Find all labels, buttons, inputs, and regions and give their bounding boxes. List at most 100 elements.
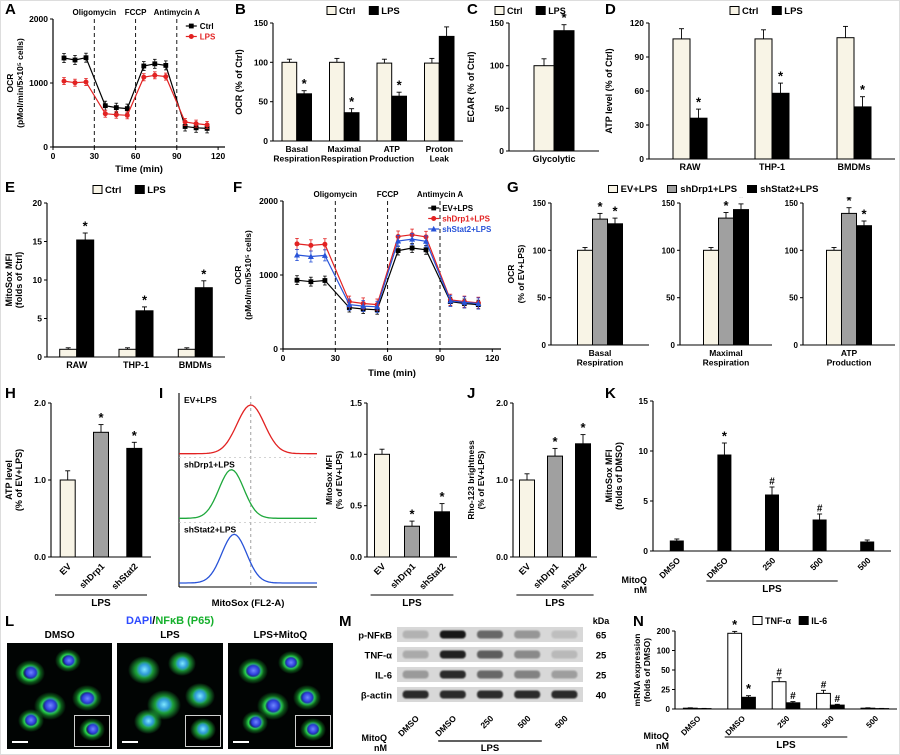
microscopy-images: DMSO LPS LPS+MitoQ bbox=[5, 630, 335, 749]
panel-letter-f: F bbox=[233, 179, 243, 196]
svg-text:β-actin: β-actin bbox=[361, 691, 392, 702]
svg-text:shDrp1+LPS: shDrp1+LPS bbox=[442, 215, 490, 224]
panel-letter-k: K bbox=[605, 385, 616, 402]
svg-text:EV+LPS: EV+LPS bbox=[184, 395, 217, 405]
ocr-timecourse-chart: 0 1000 2000 0 30 60 90 120 OCR (pMol/min/5×10⁵ ce… bbox=[5, 8, 225, 175]
svg-text:1000: 1000 bbox=[259, 270, 278, 280]
svg-text:*: * bbox=[132, 428, 138, 443]
svg-text:LPS: LPS bbox=[784, 6, 802, 17]
svg-text:#: # bbox=[769, 477, 775, 488]
panel-n: N 0 25 50 100 200 mRNA expression (folds of DM… bbox=[633, 613, 899, 754]
svg-text:THP-1: THP-1 bbox=[759, 162, 785, 172]
panel-letter-c: C bbox=[467, 1, 478, 18]
svg-text:1.5: 1.5 bbox=[350, 398, 362, 408]
svg-text:Ctrl: Ctrl bbox=[742, 6, 758, 17]
svg-text:#: # bbox=[790, 691, 796, 702]
mrna-expression-chart: 0 25 50 100 200 mRNA expression (folds of DMSO… bbox=[633, 616, 897, 751]
svg-text:0.0: 0.0 bbox=[496, 552, 508, 562]
svg-text:Ctrl: Ctrl bbox=[507, 6, 523, 16]
svg-text:OCR: OCR bbox=[507, 265, 516, 284]
svg-text:OCR: OCR bbox=[5, 74, 15, 93]
svg-text:EV: EV bbox=[58, 561, 74, 577]
svg-text:shDrp1: shDrp1 bbox=[77, 561, 106, 590]
svg-text:MitoSox (FL2-A): MitoSox (FL2-A) bbox=[212, 598, 285, 609]
svg-text:RAW: RAW bbox=[680, 162, 702, 172]
svg-text:MitoSox MFI: MitoSox MFI bbox=[325, 455, 334, 505]
svg-text:25: 25 bbox=[596, 651, 607, 662]
svg-text:shStat2: shStat2 bbox=[558, 561, 588, 591]
svg-text:60: 60 bbox=[635, 86, 645, 96]
svg-text:Oligomycin: Oligomycin bbox=[73, 8, 117, 17]
scale-bar bbox=[12, 741, 28, 743]
svg-text:DMSO: DMSO bbox=[396, 713, 421, 738]
svg-text:100: 100 bbox=[785, 246, 799, 255]
svg-text:*: * bbox=[397, 78, 403, 93]
svg-text:500: 500 bbox=[553, 713, 570, 730]
mitosox-mitoq-chart: 0 5 10 15 MitoSox MFI (folds of DMSO) * # # DMSO D… bbox=[605, 396, 891, 595]
svg-text:*: * bbox=[597, 199, 603, 214]
svg-text:*: * bbox=[778, 69, 784, 84]
svg-text:shDrp1: shDrp1 bbox=[531, 561, 560, 590]
svg-text:2000: 2000 bbox=[29, 14, 48, 24]
svg-text:shDrp1: shDrp1 bbox=[388, 561, 417, 590]
svg-text:Time (min): Time (min) bbox=[368, 368, 416, 379]
svg-text:OCR (% of Ctrl): OCR (% of Ctrl) bbox=[235, 49, 244, 115]
svg-text:500: 500 bbox=[820, 714, 836, 730]
svg-text:THP-1: THP-1 bbox=[123, 360, 149, 370]
svg-text:LPS: LPS bbox=[402, 598, 422, 609]
legend-item: shDrp1+LPS bbox=[667, 184, 737, 195]
svg-text:EV: EV bbox=[372, 561, 388, 577]
svg-text:(folds of DMSO): (folds of DMSO) bbox=[614, 442, 624, 510]
svg-text:TNF-α: TNF-α bbox=[765, 616, 791, 626]
svg-text:LPS: LPS bbox=[545, 598, 565, 609]
svg-text:5: 5 bbox=[37, 314, 42, 324]
svg-text:#: # bbox=[817, 504, 823, 515]
basal-respiration-chart: 0 50 100 150 OCR (% of EV+LPS) * * BasalRespirat… bbox=[507, 199, 649, 368]
svg-text:DMSO: DMSO bbox=[705, 555, 730, 580]
nfkb-label: NFκB (P65) bbox=[155, 615, 215, 627]
svg-text:Ctrl: Ctrl bbox=[200, 22, 214, 31]
inset-zoom bbox=[184, 715, 221, 747]
svg-text:MitoQ: MitoQ bbox=[362, 733, 388, 743]
svg-text:120: 120 bbox=[630, 18, 644, 28]
svg-text:ECAR (% of Ctrl): ECAR (% of Ctrl) bbox=[467, 52, 476, 123]
svg-text:OCR: OCR bbox=[233, 266, 243, 285]
panel-letter-a: A bbox=[5, 1, 16, 18]
svg-text:#: # bbox=[821, 680, 827, 691]
panel-m: M kDa p-NFκB 65 TNF-α 25 IL-6 25 β-actin 40 DMSO D… bbox=[339, 613, 631, 754]
svg-text:*: * bbox=[861, 207, 867, 222]
svg-text:Maximal: Maximal bbox=[328, 144, 362, 154]
svg-text:MitoQ: MitoQ bbox=[644, 731, 670, 741]
svg-text:IL-6: IL-6 bbox=[811, 616, 827, 626]
svg-text:60: 60 bbox=[131, 151, 141, 161]
scale-bar bbox=[232, 741, 249, 743]
svg-text:250: 250 bbox=[776, 714, 792, 730]
svg-text:150: 150 bbox=[785, 199, 799, 208]
panel-letter-m: M bbox=[339, 613, 352, 630]
svg-text:25: 25 bbox=[661, 686, 670, 695]
atp-level-bar-chart: 0 30 60 90 120 ATP level (% of Ctrl) * * * RAW THP… bbox=[605, 6, 895, 172]
svg-text:Proton: Proton bbox=[426, 144, 453, 154]
svg-text:TNF-α: TNF-α bbox=[365, 651, 393, 662]
svg-text:*: * bbox=[349, 94, 355, 109]
svg-text:#: # bbox=[835, 694, 841, 705]
svg-text:kDa: kDa bbox=[593, 616, 611, 626]
svg-text:*: * bbox=[612, 204, 618, 219]
svg-text:ATP level (% of Ctrl): ATP level (% of Ctrl) bbox=[605, 48, 614, 133]
legend-knockdown: EV+LPS shDrp1+LPS shStat2+LPS bbox=[525, 181, 899, 197]
svg-text:LPS: LPS bbox=[548, 6, 566, 16]
inset-zoom bbox=[74, 715, 111, 747]
svg-text:100: 100 bbox=[662, 246, 676, 255]
flow-and-bar: EV+LPS shDrp1+LPS shStat2+LPS MitoSox (FL2-… bbox=[159, 387, 465, 613]
svg-text:Respiration: Respiration bbox=[577, 358, 624, 368]
svg-text:*: * bbox=[723, 198, 729, 213]
svg-text:30: 30 bbox=[635, 120, 645, 130]
svg-text:IL-6: IL-6 bbox=[375, 671, 392, 682]
panel-d: D 0 30 60 90 120 ATP level (% of Ctrl) * * * RAW T… bbox=[605, 1, 899, 179]
svg-text:nM: nM bbox=[634, 585, 647, 595]
flow-cytometry-histograms: EV+LPS shDrp1+LPS shStat2+LPS MitoSox (FL2-… bbox=[178, 393, 317, 609]
svg-text:MitoSox MFI: MitoSox MFI bbox=[605, 450, 614, 503]
svg-text:150: 150 bbox=[533, 199, 547, 208]
scale-bar bbox=[122, 741, 139, 743]
